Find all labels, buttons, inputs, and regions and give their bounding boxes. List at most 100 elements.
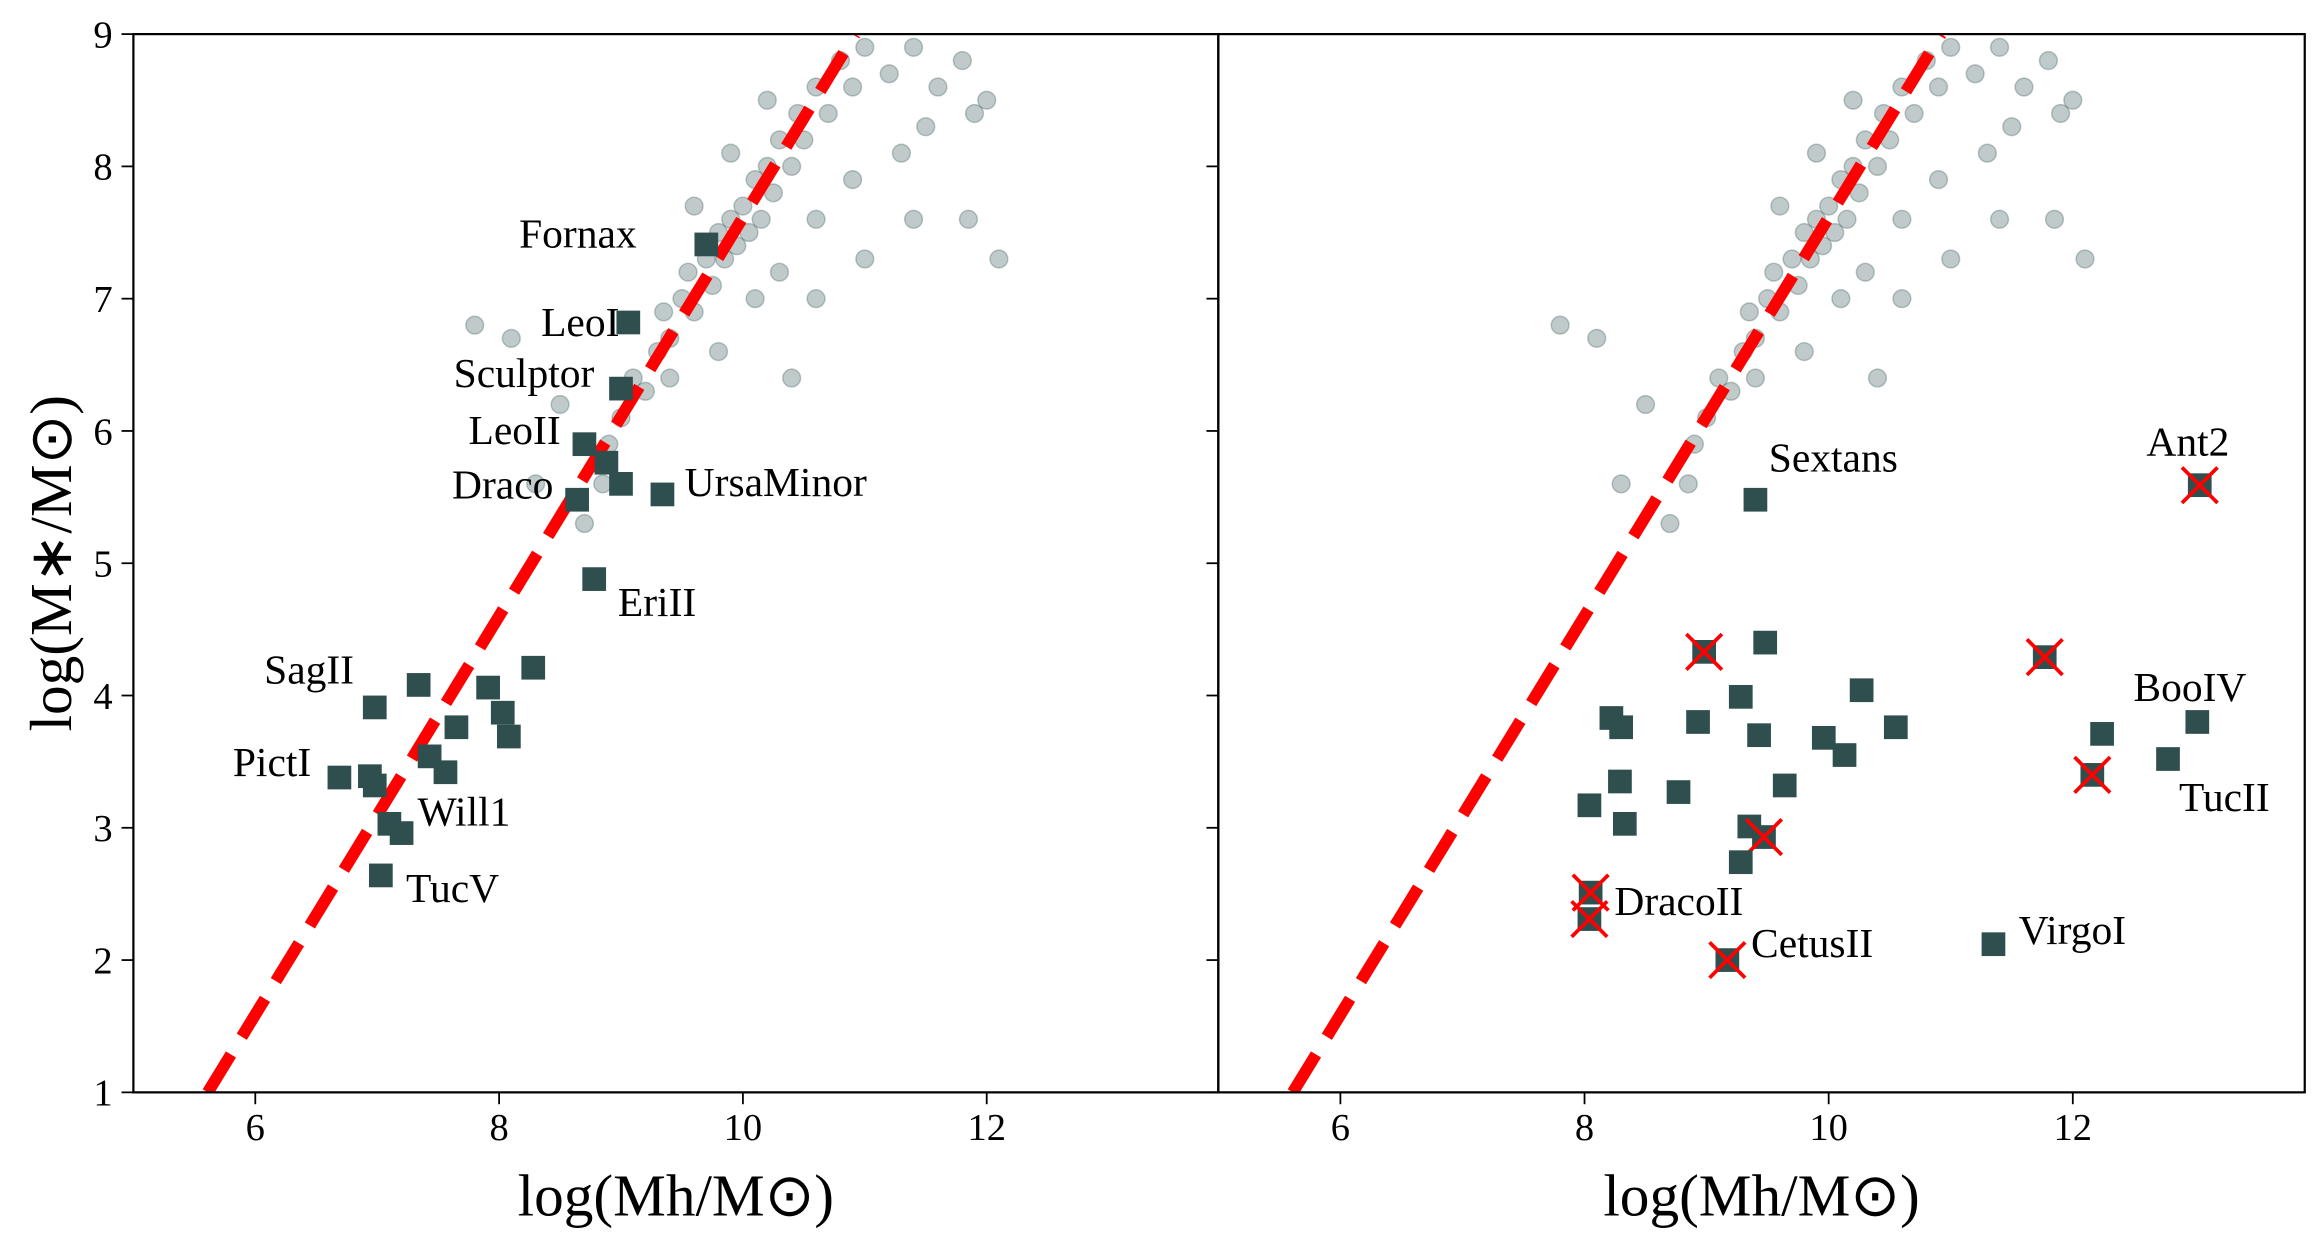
cloud-point [654,302,674,322]
cloud-point [757,90,777,110]
cloud-point [745,289,765,309]
y-tick-label: 6 [93,411,112,453]
axes-frame [1217,32,2306,1094]
cloud-point [1928,77,1949,97]
galaxy-marker [490,700,515,725]
cloud-point [733,196,753,216]
y-tick-label: 4 [93,676,112,718]
galaxy-marker [1666,780,1691,804]
galaxy-marker [609,472,633,496]
galaxy-marker [368,863,393,888]
cloud-point [2044,209,2065,229]
cloud-point [1855,262,1875,282]
plot-area [1287,34,2219,1093]
cloud-point [782,156,802,177]
cloud-point [1892,289,1912,309]
cloud-point [1819,196,1839,216]
cloud-point [1941,249,1961,269]
cloud-point [769,262,790,282]
y-tick-label: 5 [93,544,112,586]
cloud-point [782,368,802,388]
galaxy-marker [444,715,469,740]
galaxy-marker [1577,793,1602,818]
cloud-point [1867,368,1888,388]
x-tick-label: 8 [1575,1107,1594,1149]
cloud-point [2075,249,2095,269]
cloud-point [2050,103,2071,124]
cloud-point [1745,368,1766,388]
cloud-point [818,103,838,124]
cloud-point [842,77,863,97]
galaxy-marker [521,655,546,680]
galaxy-marker [2185,710,2210,734]
galaxy-marker [1686,710,1710,734]
galaxy-label: VirgoI [2019,907,2126,953]
galaxy-marker [496,724,521,749]
fit-line [202,34,861,1093]
exclusion-cross [1571,873,1610,912]
cloud-point [1843,90,1863,110]
cloud-point [1977,143,1997,163]
galaxy-marker [1609,715,1634,740]
galaxy-label: PictI [233,739,311,785]
x-tick-label: 6 [1331,1107,1350,1149]
y-tick-label: 3 [93,808,112,850]
galaxy-label: Ant2 [2146,419,2229,465]
cloud-point [1989,37,2010,57]
plot-area [202,34,1009,1093]
galaxy-marker [406,673,431,697]
galaxy-marker [389,821,414,845]
x-axis-label: log(Mh/M⊙) [518,1162,834,1228]
cloud-point [1770,196,1790,216]
cloud-point [1678,474,1698,494]
galaxy-marker [433,760,458,785]
galaxy-marker [616,310,641,335]
cloud-point [1794,341,1814,362]
galaxy-label: UrsaMinor [685,459,867,505]
galaxy-label: DracoII [1614,878,1743,924]
y-tick-label: 9 [93,14,112,56]
y-tick-label: 1 [93,1073,112,1115]
galaxy-label: BooIV [2133,664,2246,710]
cloud-point [721,143,741,163]
galaxy-marker [1772,773,1797,798]
y-tick-label: 2 [93,940,112,982]
galaxy-label: CetusII [1751,920,1873,966]
cloud-point [465,315,485,335]
galaxy-marker [1743,487,1768,512]
x-axis-label: log(Mh/M⊙) [1603,1162,1919,1228]
galaxy-marker [327,765,352,790]
galaxy-marker [1832,743,1857,767]
exclusion-cross [1570,899,1609,939]
cloud-point [1837,209,1857,229]
cloud-point [879,64,899,84]
cloud-point [1941,37,1961,57]
exclusion-cross [2025,638,2064,677]
galaxy-marker [582,567,607,591]
cloud-point [1867,156,1888,177]
cloud-point [1806,143,1827,163]
cloud-point [1739,302,1759,322]
cloud-point [1965,64,1985,84]
galaxy-marker [2090,722,2114,746]
galaxy-label: Sextans [1769,435,1898,481]
galaxy-marker [476,675,500,700]
cloud-point [751,209,771,229]
cloud-point [2063,90,2083,110]
galaxy-label: LeoII [469,407,561,453]
cloud-point [1660,513,1680,534]
cloud-point [903,37,924,57]
cloud-point [1550,315,1570,335]
galaxy-marker [1811,725,1836,750]
x-tick-label: 8 [489,1107,508,1149]
x-tick-label: 6 [246,1107,265,1149]
galaxy-marker [694,232,719,257]
exclusion-cross [2073,755,2112,794]
cloud-point [1635,394,1656,415]
y-axis-label: log(M∗/M⊙) [18,395,84,731]
cloud-point [708,341,729,362]
galaxy-label: TucII [2179,774,2270,820]
cloud-point [1611,474,1631,494]
galaxy-marker [2156,747,2180,771]
galaxy-marker [1612,811,1637,836]
